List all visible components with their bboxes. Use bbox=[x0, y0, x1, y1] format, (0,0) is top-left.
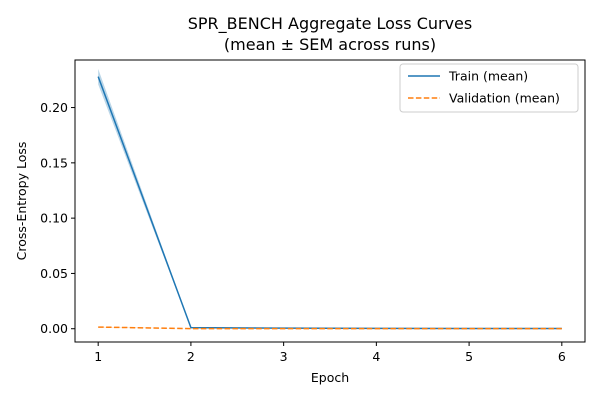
plot-area-frame bbox=[74, 59, 586, 343]
x-tick-label: 2 bbox=[187, 349, 195, 364]
y-axis-label: Cross-Entropy Loss bbox=[14, 142, 29, 261]
y-axis-ticks: 0.00 0.05 0.10 0.15 0.20 bbox=[40, 100, 75, 336]
legend-box bbox=[399, 63, 579, 113]
legend: Train (mean) Validation (mean) bbox=[399, 63, 579, 113]
y-tick-label: 0.10 bbox=[40, 211, 68, 226]
y-tick-label: 0.20 bbox=[40, 100, 68, 115]
y-tick-label: 0.00 bbox=[40, 321, 68, 336]
x-tick-label: 5 bbox=[465, 349, 473, 364]
x-tick-label: 6 bbox=[558, 349, 566, 364]
chart-subtitle: (mean ± SEM across runs) bbox=[224, 35, 436, 54]
x-tick-label: 1 bbox=[94, 349, 102, 364]
x-tick-label: 4 bbox=[372, 349, 380, 364]
y-tick-label: 0.15 bbox=[40, 155, 68, 170]
legend-entries: Train (mean) Validation (mean) bbox=[408, 69, 560, 106]
x-axis-ticks: 1 2 3 4 5 6 bbox=[94, 342, 566, 364]
x-axis-label: Epoch bbox=[311, 370, 349, 385]
series-line-train bbox=[97, 76, 562, 330]
legend-label: Train (mean) bbox=[448, 69, 528, 84]
x-tick-label: 3 bbox=[280, 349, 288, 364]
series-line-validation bbox=[98, 326, 562, 330]
chart-title: SPR_BENCH Aggregate Loss Curves bbox=[188, 14, 472, 34]
y-tick-label: 0.05 bbox=[40, 266, 68, 281]
legend-label: Validation (mean) bbox=[449, 91, 560, 106]
series-layer bbox=[97, 68, 562, 330]
